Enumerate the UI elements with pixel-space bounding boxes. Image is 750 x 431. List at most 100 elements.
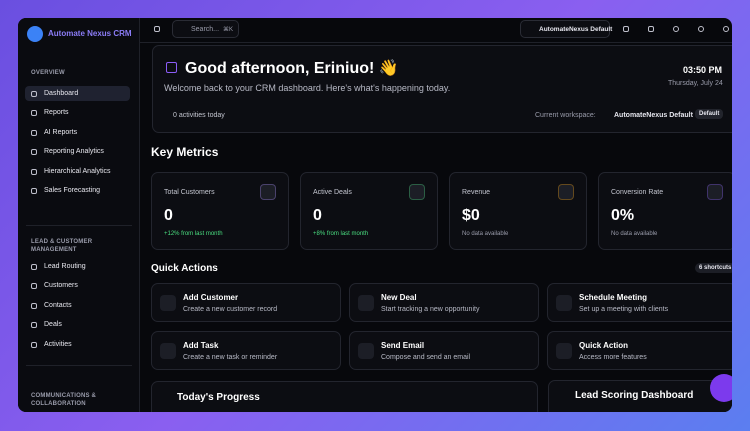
time: 03:50 PM <box>683 65 723 75</box>
workspace-current: AutomateNexus Default <box>614 112 693 119</box>
action-icon <box>556 295 572 311</box>
action-title: Send Email <box>381 341 425 350</box>
section-heading: Quick Actions <box>151 263 218 274</box>
action-desc: Access more features <box>579 354 647 361</box>
settings-icon[interactable] <box>623 26 629 32</box>
workspace-button[interactable]: AutomateNexus Default <box>520 20 612 38</box>
nav-icon <box>31 168 37 175</box>
nav-icon <box>31 283 37 290</box>
theme-icon[interactable] <box>698 26 704 32</box>
home-icon <box>166 62 177 73</box>
workspace-label: Current workspace: <box>535 112 596 119</box>
nav-item[interactable]: Contacts <box>44 301 72 309</box>
metric-card: Revenue $0 No data available <box>449 172 587 250</box>
brand: Automate Nexus CRM <box>48 29 132 38</box>
quick-action[interactable]: Quick Action Access more features <box>547 331 732 370</box>
nav-icon <box>31 91 37 97</box>
action-title: New Deal <box>381 293 417 302</box>
nav-icon <box>31 322 37 329</box>
search-shortcut: ⌘K <box>223 27 234 33</box>
section-heading: Key Metrics <box>151 145 219 159</box>
nav-item[interactable]: Reporting Analytics <box>44 148 104 156</box>
bell-icon[interactable] <box>673 26 679 32</box>
metric-icon <box>707 184 723 200</box>
metric-note: +12% from last month <box>164 231 223 237</box>
metric-icon <box>558 184 574 200</box>
metric-value: 0 <box>164 207 173 224</box>
action-title: Quick Action <box>579 341 629 350</box>
panel-title: Today's Progress <box>177 392 260 403</box>
book-icon[interactable] <box>648 26 654 32</box>
lead-scoring-panel: Lead Scoring Dashboard <box>548 380 732 412</box>
user-icon[interactable] <box>723 26 729 32</box>
workspace-badge: Default <box>695 109 724 119</box>
progress-panel: Today's Progress <box>151 381 538 412</box>
metric-card: Total Customers 0 +12% from last month <box>151 172 289 250</box>
action-icon <box>556 343 572 359</box>
section-title: LEAD & CUSTOMER MANAGEMENT <box>31 239 93 253</box>
action-desc: Create a new customer record <box>183 306 278 313</box>
nav-icon <box>31 341 37 348</box>
metric-icon <box>260 184 276 200</box>
activities: 0 activities today <box>173 112 225 119</box>
nav-icon <box>31 264 37 270</box>
app-window: Automate Nexus CRM OVERVIEW Dashboard Rep… <box>18 18 732 412</box>
welcome-card: Good afternoon, Eriniuo! 👋 Welcome back … <box>152 45 732 133</box>
sidebar: Automate Nexus CRM OVERVIEW Dashboard Rep… <box>18 18 140 412</box>
nav-icon <box>31 302 37 309</box>
metric-note: No data available <box>611 231 658 237</box>
section-title: OVERVIEW <box>31 70 65 76</box>
quick-action[interactable]: Schedule Meeting Set up a meeting with cl… <box>547 283 732 322</box>
action-icon <box>358 295 374 311</box>
nav-icon <box>31 110 37 117</box>
divider <box>26 225 132 226</box>
action-title: Schedule Meeting <box>579 293 648 302</box>
nav-icon <box>31 149 37 156</box>
welcome-subtitle: Welcome back to your CRM dashboard. Here… <box>164 83 451 93</box>
fab[interactable] <box>710 374 732 402</box>
nav-item[interactable]: Dashboard <box>44 90 79 97</box>
quick-action[interactable]: Send Email Compose and send an email <box>349 331 539 370</box>
nav-item[interactable]: Lead Routing <box>44 263 86 270</box>
action-desc: Start tracking a new opportunity <box>381 306 480 313</box>
shortcuts-badge: 6 shortcuts <box>695 263 732 273</box>
nav-icon <box>31 129 37 136</box>
action-desc: Set up a meeting with clients <box>579 306 669 313</box>
quick-action[interactable]: Add Task Create a new task or reminder <box>151 331 341 370</box>
metric-card: Active Deals 0 +8% from last month <box>300 172 438 250</box>
action-desc: Compose and send an email <box>381 354 471 361</box>
greeting: Good afternoon, Eriniuo! 👋 <box>185 60 399 77</box>
nav-item[interactable]: Sales Forecasting <box>44 187 101 194</box>
nav-item[interactable]: Reports <box>44 109 69 117</box>
metric-note: No data available <box>462 231 509 237</box>
nav-icon <box>31 188 37 194</box>
toggle-sidebar[interactable] <box>154 26 160 32</box>
nav-item[interactable]: Customers <box>44 282 78 290</box>
topbar-border <box>140 42 732 43</box>
metric-icon <box>409 184 425 200</box>
active-highlight <box>25 86 130 101</box>
nav-item[interactable]: Activities <box>44 340 72 348</box>
metric-label: Active Deals <box>313 189 352 196</box>
search-box[interactable]: Search... ⌘K <box>172 20 239 38</box>
action-title: Add Customer <box>183 293 239 302</box>
action-desc: Create a new task or reminder <box>183 354 278 361</box>
action-icon <box>160 343 176 359</box>
divider <box>26 365 132 366</box>
metric-note: +8% from last month <box>313 231 369 237</box>
quick-action[interactable]: Add Customer Create a new customer record <box>151 283 341 322</box>
metric-value: 0 <box>313 207 322 224</box>
metric-value: 0% <box>611 207 635 224</box>
logo <box>27 26 43 42</box>
nav-item[interactable]: Hierarchical Analytics <box>44 167 111 175</box>
nav-item[interactable]: Deals <box>44 321 62 329</box>
action-title: Add Task <box>183 341 219 350</box>
quick-action[interactable]: New Deal Start tracking a new opportunity <box>349 283 539 322</box>
metric-label: Revenue <box>462 189 491 196</box>
search-placeholder: Search... <box>191 26 220 33</box>
metric-value: $0 <box>462 207 480 224</box>
date: Thursday, July 24 <box>668 80 723 87</box>
metric-label: Conversion Rate <box>611 189 664 196</box>
nav-item[interactable]: AI Reports <box>44 128 78 136</box>
metric-card: Conversion Rate 0% No data available <box>598 172 732 250</box>
